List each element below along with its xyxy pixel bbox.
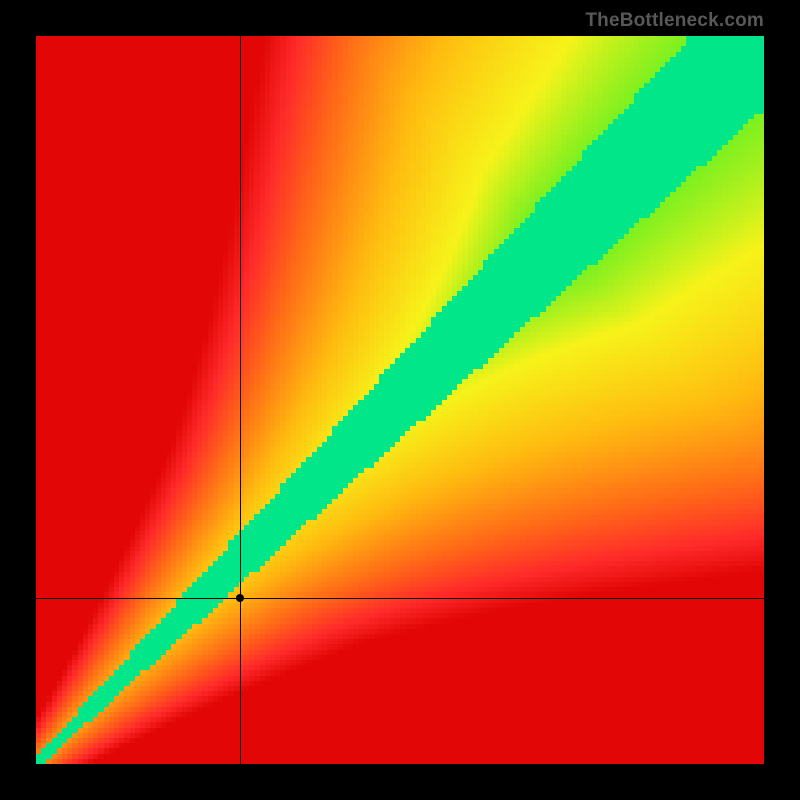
figure-container: TheBottleneck.com — [0, 0, 800, 800]
crosshair-marker — [236, 594, 244, 602]
crosshair-vertical — [240, 36, 241, 764]
watermark-text: TheBottleneck.com — [585, 10, 764, 32]
plot-area — [36, 36, 764, 764]
heatmap-canvas — [36, 36, 764, 764]
crosshair-horizontal — [36, 598, 764, 599]
